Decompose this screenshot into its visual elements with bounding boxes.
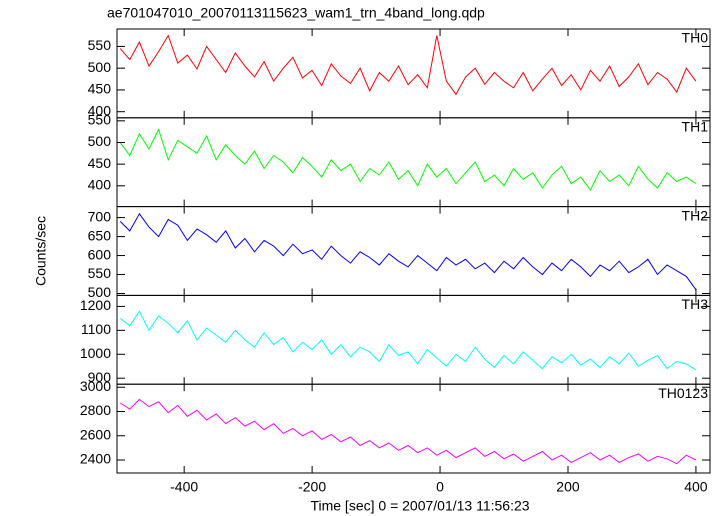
x-tick-label: 0 [436,479,444,495]
data-line [119,310,697,371]
y-tick-label: 2600 [80,426,111,442]
y-tick-label: 400 [88,177,112,193]
y-tick-label: 1000 [80,345,111,361]
chart-title: ae701047010_20070113115623_wam1_trn_4ban… [107,5,485,21]
x-axis-label: Time [sec] 0 = 2007/01/13 11:56:23 [310,498,529,514]
y-tick-label: 1100 [81,321,111,337]
data-line [119,128,697,192]
panel-frame [116,28,711,119]
y-tick-label: 500 [88,133,112,149]
y-tick-label: 450 [88,81,112,97]
y-axis-label: Counts/sec [33,216,49,286]
y-tick-label: 1200 [80,297,111,313]
panel-frame [116,383,711,474]
y-tick-label: 2400 [80,451,111,467]
y-tick-label: 500 [88,59,112,75]
y-tick-label: 3000 [80,378,111,394]
y-tick-label: 550 [88,112,112,128]
panel-label: TH0123 [658,385,708,401]
panel-frame [116,117,711,208]
y-tick-label: 700 [88,208,112,224]
y-tick-label: 550 [88,37,112,53]
data-line [119,34,697,96]
y-tick-label: 450 [88,155,112,171]
y-tick-label: 550 [88,265,112,281]
y-tick-label: 2800 [80,402,111,418]
panel-label: TH0 [682,30,709,46]
panel-frame [116,206,711,296]
data-line [119,212,697,290]
x-tick-label: 200 [556,479,580,495]
x-tick-label: -200 [298,479,326,495]
y-tick-label: 500 [88,284,112,300]
panel-label: TH1 [682,119,709,135]
data-line [119,398,697,465]
panel-frame [116,294,711,385]
y-tick-label: 650 [88,227,112,243]
y-tick-label: 900 [88,369,112,385]
x-tick-label: 400 [684,479,708,495]
x-tick-label: -400 [170,479,198,495]
y-tick-label: 400 [88,102,112,118]
panel-label: TH3 [682,296,709,312]
panel-label: TH2 [682,207,709,223]
y-tick-label: 600 [88,246,112,262]
